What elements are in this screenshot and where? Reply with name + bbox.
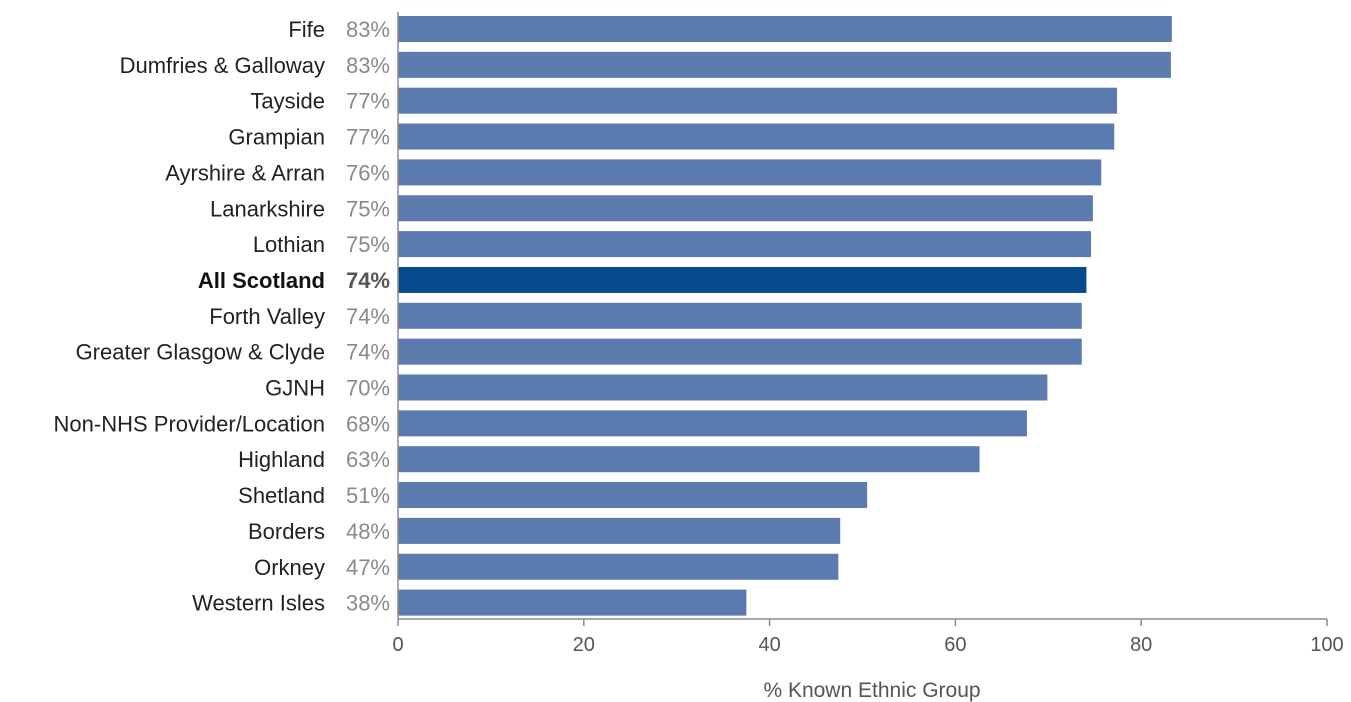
- category-label: All Scotland: [198, 268, 325, 293]
- value-label: 74%: [346, 340, 390, 365]
- value-label: 74%: [346, 268, 390, 293]
- category-label: Shetland: [238, 483, 325, 508]
- bar-2: [398, 87, 1118, 114]
- bar-0: [398, 16, 1172, 42]
- category-label: Lothian: [253, 232, 325, 257]
- bar-16: [398, 589, 747, 616]
- value-label: 76%: [346, 160, 390, 185]
- value-label: 75%: [346, 232, 390, 257]
- bar-15: [398, 553, 839, 580]
- value-label: 77%: [346, 89, 390, 114]
- x-tick-label: 100: [1310, 634, 1343, 656]
- labels-layer: 83% Fife 83% Dumfries & Galloway 77% Tayside 7…: [54, 17, 390, 616]
- category-label: Orkney: [254, 555, 325, 580]
- value-label: 75%: [346, 196, 390, 221]
- value-label: 68%: [346, 411, 390, 436]
- category-label: Non-NHS Provider/Location: [54, 411, 325, 436]
- category-label: Dumfries & Galloway: [120, 53, 325, 78]
- x-axis: 0 20 40 60 80 100: [392, 12, 1344, 656]
- bar-7: [398, 266, 1087, 293]
- bar-13: [398, 482, 868, 509]
- category-label: GJNH: [265, 376, 325, 401]
- value-label: 63%: [346, 447, 390, 472]
- category-label: Western Isles: [192, 591, 325, 616]
- x-tick-label: 40: [758, 634, 780, 656]
- x-tick-label: 60: [944, 634, 966, 656]
- category-label: Tayside: [250, 89, 325, 114]
- x-tick-label: 20: [573, 634, 595, 656]
- category-label: Ayrshire & Arran: [165, 160, 325, 185]
- bar-12: [398, 446, 980, 473]
- bar-4: [398, 159, 1102, 186]
- category-label: Highland: [238, 447, 325, 472]
- value-label: 74%: [346, 304, 390, 329]
- x-tick-label: 0: [392, 634, 403, 656]
- bar-8: [398, 302, 1082, 329]
- value-label: 77%: [346, 125, 390, 150]
- x-tick-label: 80: [1130, 634, 1152, 656]
- bar-11: [398, 410, 1027, 437]
- x-axis-title: % Known Ethnic Group: [763, 679, 980, 702]
- bar-14: [398, 517, 841, 544]
- bar-10: [398, 374, 1048, 401]
- bar-6: [398, 231, 1092, 258]
- category-label: Lanarkshire: [210, 196, 325, 221]
- value-label: 48%: [346, 519, 390, 544]
- value-label: 51%: [346, 483, 390, 508]
- value-label: 47%: [346, 555, 390, 580]
- bar-1: [398, 51, 1171, 78]
- category-label: Grampian: [228, 125, 325, 150]
- category-label: Borders: [248, 519, 325, 544]
- category-label: Forth Valley: [209, 304, 325, 329]
- value-label: 83%: [346, 53, 390, 78]
- value-label: 38%: [346, 591, 390, 616]
- bar-3: [398, 123, 1115, 150]
- category-label: Greater Glasgow & Clyde: [76, 340, 325, 365]
- bars-layer: [398, 16, 1172, 616]
- value-label: 70%: [346, 376, 390, 401]
- value-label: 83%: [346, 17, 390, 42]
- bar-9: [398, 338, 1082, 365]
- bar-5: [398, 195, 1093, 222]
- category-label: Fife: [288, 17, 325, 42]
